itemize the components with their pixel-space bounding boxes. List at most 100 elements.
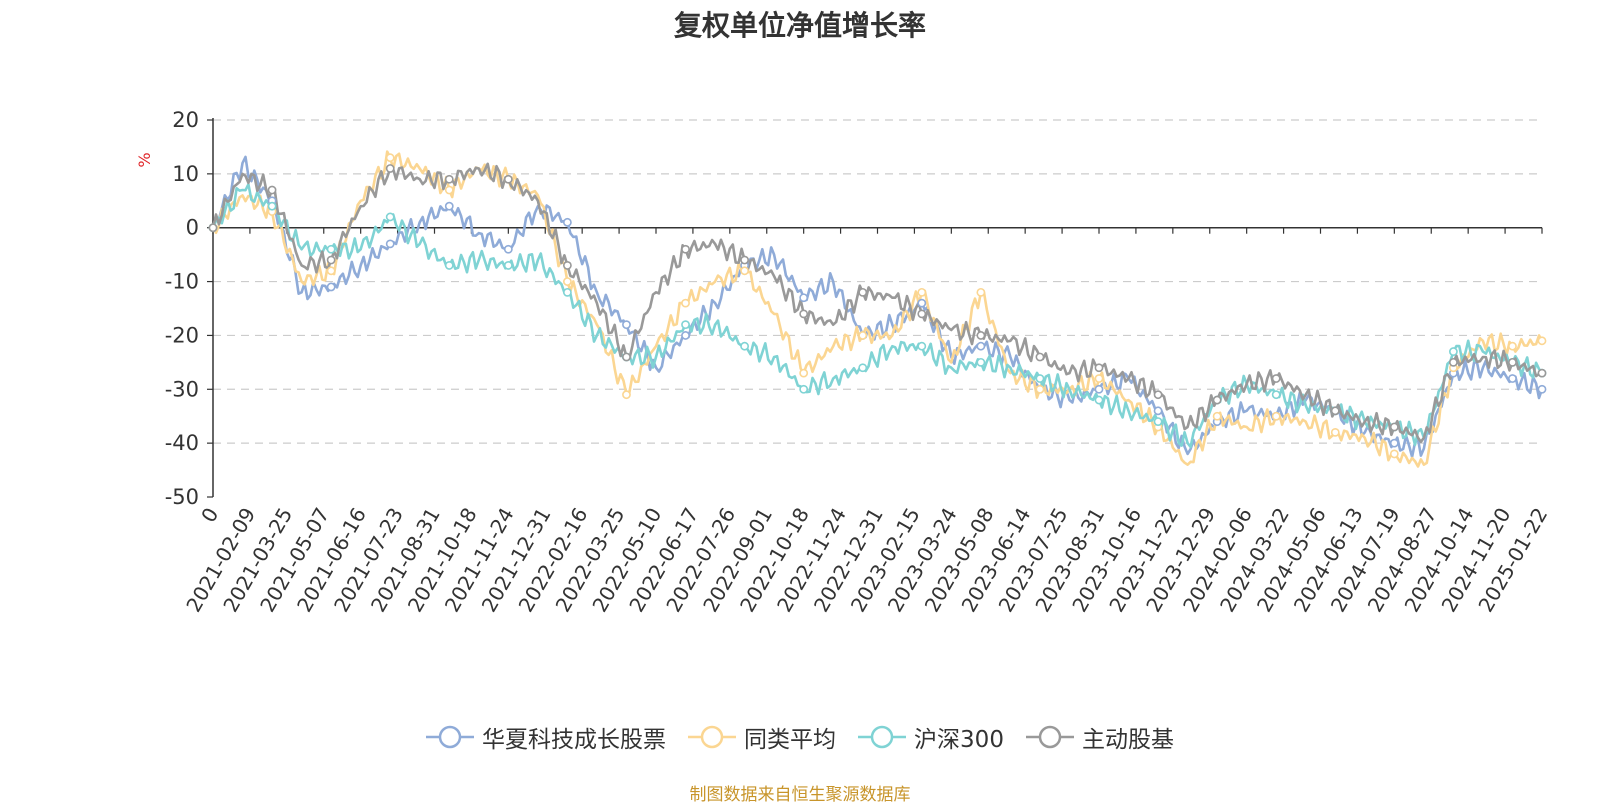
legend-item[interactable]: 沪深300 [858,720,1004,754]
data-point [681,298,690,308]
data-point [503,261,513,270]
data-point [1212,395,1222,405]
data-point [1094,363,1104,373]
data-point [622,390,631,400]
data-point [976,287,986,297]
data-point [1330,427,1340,437]
data-point [917,341,927,351]
y-axis-label: % [135,152,154,167]
legend-label: 主动股基 [1081,727,1174,753]
data-point [1271,390,1281,400]
data-point [1035,374,1045,383]
data-point [1389,438,1399,448]
legend-item[interactable]: 主动股基 [1025,720,1174,754]
data-point [858,331,868,340]
y-tick-label: -50 [165,485,199,509]
y-tick-label: -30 [165,377,199,401]
series-markers [208,153,1547,459]
data-point [1537,384,1547,394]
data-point [1153,406,1163,416]
data-point [799,368,809,378]
data-point [385,212,395,222]
data-point [503,244,513,254]
data-point [267,185,277,195]
y-tick-label: -20 [165,323,199,347]
data-point [681,244,690,254]
legend-item[interactable]: 华夏科技成长股票 [426,720,666,754]
legend-item[interactable]: 同类平均 [688,720,836,754]
data-point [1035,384,1045,394]
y-tick-label: 0 [186,216,199,240]
y-tick-label: -10 [165,270,199,294]
data-point [1094,395,1104,405]
data-point [267,201,277,211]
data-point [858,287,868,297]
legend-line-circle-icon [688,725,737,749]
data-point [444,201,454,211]
data-point [1330,406,1340,416]
data-point [1508,357,1517,367]
series-line [211,150,1544,468]
data-point [1508,341,1517,351]
data-point [1389,449,1399,459]
data-point [563,277,572,286]
x-tick-label: 0 [196,504,223,527]
data-point [740,255,749,265]
data-point [1094,384,1104,394]
data-point [1449,357,1458,367]
data-point [1449,347,1458,356]
data-point [799,309,809,319]
data-point [976,341,986,351]
data-point [740,341,749,351]
data-point [799,293,809,303]
data-point [326,282,336,292]
grid-lines [213,119,1542,444]
data-point [385,153,395,163]
data-point [976,331,986,340]
y-tick-label: -40 [165,431,199,455]
data-point [444,185,454,195]
data-point [1035,352,1045,362]
data-point [563,287,572,297]
legend: 华夏科技成长股票 同类平均 沪深300 主动股基 [0,720,1600,754]
data-point [1537,336,1547,346]
legend-label: 同类平均 [744,727,837,753]
y-tick-label: 10 [172,162,199,186]
data-point [740,266,749,276]
data-point [1153,417,1163,426]
data-point [799,384,809,394]
data-point [444,261,454,270]
data-point [917,309,927,319]
y-tick-label: 20 [172,108,199,132]
data-point [563,261,572,270]
data-point [858,363,868,373]
data-point [326,244,336,254]
data-point [1212,411,1222,421]
data-point [326,266,336,276]
data-point [385,164,395,173]
data-point [681,331,690,340]
legend-line-circle-icon [426,725,475,749]
data-point [503,174,513,184]
source-note: 制图数据来自恒生聚源数据库 [689,785,911,805]
data-point [1153,390,1163,400]
data-point [208,223,218,233]
data-point [622,352,631,362]
data-point [622,320,631,330]
legend-line-circle-icon [858,725,907,749]
data-point [385,239,395,249]
data-point [1094,374,1104,383]
data-point [917,298,927,308]
legend-line-circle-icon [1025,725,1074,749]
series-lines [211,150,1544,468]
data-point [1389,422,1399,432]
data-point [976,357,986,367]
legend-label: 华夏科技成长股票 [482,727,667,753]
data-point [681,320,690,330]
data-point [563,217,572,227]
data-point [1271,411,1281,421]
chart-title: 复权单位净值增长率 [673,9,926,42]
data-point [1508,374,1517,383]
data-point [917,287,927,297]
